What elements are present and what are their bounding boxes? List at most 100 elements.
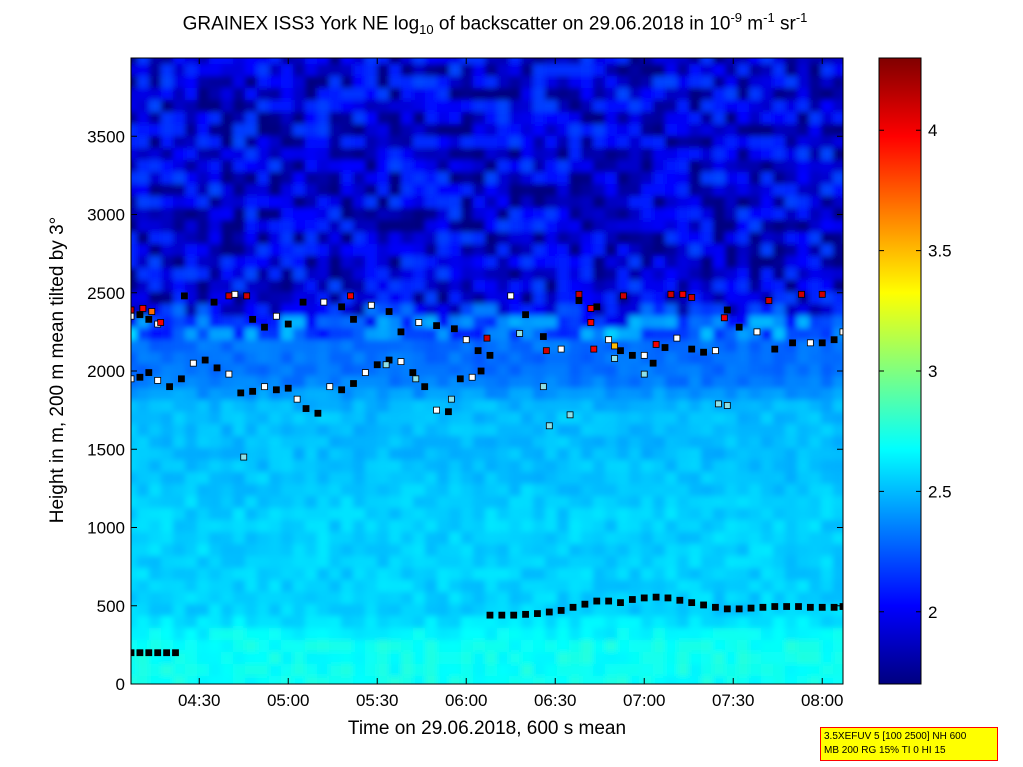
data-point — [806, 603, 814, 611]
data-point — [839, 603, 843, 610]
data-point — [474, 347, 482, 355]
data-point — [640, 351, 648, 359]
x-axis-label: Time on 29.06.2018, 600 s mean — [347, 718, 627, 739]
x-tick-label: 07:30 — [712, 691, 755, 710]
data-point — [225, 292, 233, 300]
y-axis-label: Height in m, 200 m mean tilted by 3° — [47, 216, 68, 524]
data-point — [154, 376, 162, 384]
data-point — [145, 315, 153, 323]
colorbar-tick-label: 3.5 — [928, 242, 952, 261]
data-point — [145, 369, 153, 376]
data-point — [753, 328, 761, 336]
data-point — [131, 375, 135, 383]
y-tick-label: 3500 — [87, 127, 125, 146]
data-point — [299, 298, 307, 306]
chart-title: GRAINEX ISS3 York NE log10 of backscatte… — [182, 10, 808, 38]
y-tick-label: 2000 — [87, 362, 125, 381]
data-point — [605, 336, 613, 344]
x-tick-label: 06:00 — [445, 691, 488, 710]
data-point — [483, 334, 491, 342]
data-point — [131, 649, 135, 657]
data-point — [326, 383, 334, 391]
data-point — [720, 314, 728, 322]
data-point — [237, 389, 245, 397]
data-point — [210, 298, 218, 306]
data-point — [723, 402, 731, 409]
data-point — [145, 649, 153, 657]
data-point — [652, 340, 660, 348]
data-point — [557, 345, 565, 353]
data-point — [367, 301, 375, 309]
data-point — [649, 359, 657, 367]
data-point — [178, 375, 185, 383]
data-point — [676, 596, 684, 604]
data-point — [284, 320, 292, 328]
data-point — [456, 375, 464, 383]
data-point — [136, 311, 144, 319]
data-point — [249, 315, 257, 323]
data-point — [688, 599, 696, 607]
data-point — [249, 387, 257, 395]
data-point — [477, 367, 485, 375]
data-point — [688, 294, 696, 301]
data-point — [397, 358, 405, 366]
data-point — [723, 605, 731, 613]
data-point — [590, 345, 598, 353]
data-point — [688, 345, 696, 353]
data-point — [798, 290, 805, 298]
data-point — [293, 395, 301, 403]
data-point — [575, 297, 583, 304]
colorbar-axis: 2 2.5 3 3.5 4 — [879, 121, 952, 622]
data-point — [510, 611, 518, 619]
data-point — [818, 290, 826, 298]
y-tick-label: 500 — [97, 597, 125, 616]
data-point — [712, 603, 719, 611]
y-tick-label: 1000 — [87, 519, 125, 538]
data-point — [795, 603, 802, 610]
data-point — [652, 593, 660, 601]
data-point — [575, 290, 583, 298]
data-point — [542, 347, 550, 355]
x-tick-label: 05:30 — [356, 691, 399, 710]
data-point — [397, 328, 405, 336]
data-point — [587, 319, 595, 326]
data-point — [830, 603, 838, 611]
data-point — [593, 597, 601, 605]
data-point — [131, 312, 135, 320]
data-point — [723, 306, 731, 314]
data-point — [557, 607, 565, 614]
colorbar-tick-label: 2 — [928, 603, 937, 622]
data-point — [566, 411, 574, 419]
data-point — [735, 605, 743, 613]
colorbar — [878, 57, 922, 685]
data-point — [516, 330, 524, 337]
data-point — [409, 369, 417, 376]
data-point — [747, 604, 755, 612]
y-tick-label: 3000 — [87, 206, 125, 225]
data-point — [539, 333, 547, 340]
data-point — [136, 373, 144, 381]
data-point — [498, 611, 506, 619]
data-point — [673, 334, 681, 342]
data-point — [830, 336, 838, 344]
x-tick-label: 07:00 — [623, 691, 666, 710]
data-point — [314, 409, 322, 417]
data-point — [735, 323, 743, 331]
data-point — [486, 351, 494, 359]
data-point — [712, 347, 719, 355]
data-point — [201, 356, 209, 364]
data-point — [139, 304, 147, 312]
data-point — [433, 406, 440, 414]
data-point — [679, 290, 687, 298]
x-tick-label: 08:00 — [801, 691, 844, 710]
data-point — [545, 422, 553, 430]
data-point — [664, 594, 672, 602]
data-point — [587, 304, 595, 312]
data-point — [640, 594, 648, 602]
data-point — [839, 328, 843, 336]
data-point — [611, 355, 618, 362]
data-point — [534, 610, 541, 617]
y-axis: 0 500 1000 1500 2000 2500 3000 3500 — [87, 127, 843, 694]
data-point — [789, 339, 796, 347]
